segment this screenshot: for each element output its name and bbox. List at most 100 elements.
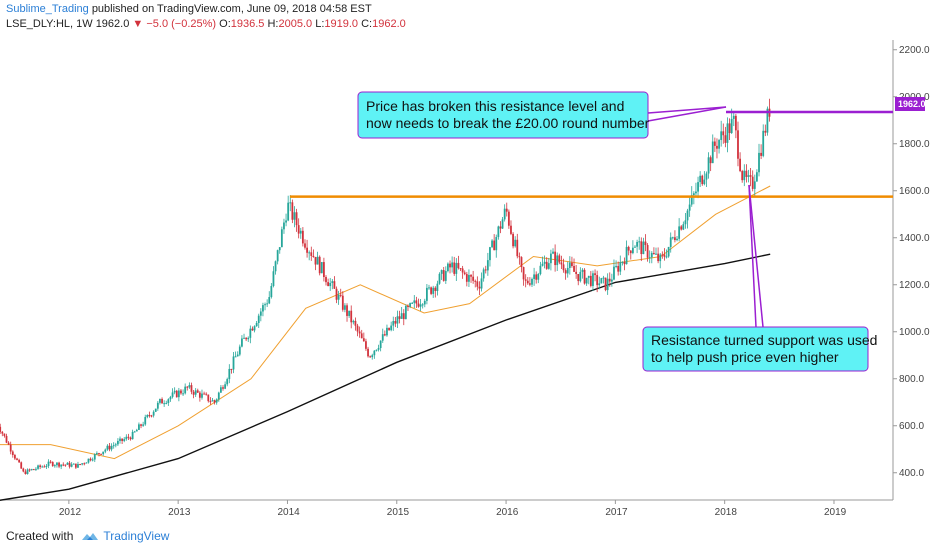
candle-body: [718, 140, 720, 149]
candle-body: [224, 384, 227, 389]
candle-body: [41, 466, 44, 468]
candle-body: [701, 175, 704, 185]
horizontal-levels[interactable]: [290, 110, 893, 198]
candle-body: [661, 254, 664, 256]
candle-body: [30, 469, 33, 471]
candle-body: [169, 396, 172, 400]
candle-body: [419, 304, 422, 307]
candle-body: [306, 247, 308, 253]
candle-body: [291, 202, 294, 220]
candle-body: [165, 402, 168, 404]
x-tick-label: 2014: [277, 507, 300, 518]
candle-body: [18, 459, 21, 463]
candle-body: [537, 273, 540, 280]
candle-body: [356, 325, 359, 332]
candle-body: [173, 390, 176, 393]
candle-body: [70, 464, 73, 467]
candle-body: [66, 462, 69, 465]
candle-body: [539, 265, 542, 274]
candle-body: [220, 387, 222, 393]
last-price-tag: 1962.0: [895, 97, 926, 111]
price-tag-text: 1962.0: [898, 99, 926, 109]
candle-body: [7, 442, 10, 445]
candle-body: [463, 272, 466, 275]
open-value: 1936.5: [230, 18, 265, 30]
candle-body: [543, 261, 546, 264]
candle-body: [749, 175, 752, 177]
candle-body: [491, 240, 493, 248]
candle-body: [91, 459, 94, 461]
candle-body: [60, 464, 63, 467]
open-label: O:: [219, 18, 231, 30]
candle-body: [428, 287, 430, 289]
candle-body: [573, 265, 575, 272]
candle-body: [528, 283, 531, 285]
candle-body: [680, 226, 683, 230]
candle-body: [541, 263, 544, 266]
callout-connector: [647, 106, 727, 114]
candle-body: [764, 130, 767, 133]
candle-body: [234, 356, 237, 358]
chart-header-line2: LSE_DLY:HL, 1W 1962.0 ▼ −5.0 (−0.25%) O:…: [6, 18, 406, 30]
candle-body: [100, 453, 102, 455]
callout-support[interactable]: Resistance turned support was used to he…: [642, 184, 877, 372]
candle-body: [518, 256, 521, 258]
x-tick-label: 2017: [605, 507, 628, 518]
candle-body: [396, 316, 399, 324]
candle-body: [495, 237, 498, 251]
candle-body: [762, 130, 765, 156]
candle-body: [251, 328, 254, 331]
candle-body: [293, 212, 296, 220]
candle-body: [53, 465, 56, 467]
candle-body: [568, 262, 571, 268]
callout-text-line: to help push price even higher: [651, 349, 839, 365]
candle-body: [274, 261, 277, 272]
candle-body: [674, 237, 676, 241]
candle-body: [188, 385, 191, 388]
y-tick-label: 2200.0: [899, 45, 930, 56]
tradingview-logo-icon[interactable]: [81, 530, 99, 542]
candle-body: [312, 255, 315, 257]
candle-body: [114, 444, 117, 446]
candle-body: [77, 464, 79, 468]
candle-body: [640, 241, 643, 255]
candle-body: [547, 263, 550, 269]
candle-body: [713, 141, 716, 146]
candle-body: [138, 424, 140, 430]
ma50-line: [0, 185, 771, 460]
candle-body: [159, 398, 161, 403]
candle-body: [571, 262, 573, 266]
callout-resistance[interactable]: Price has broken this resistance level a…: [357, 91, 727, 139]
candle-body: [1, 431, 4, 434]
candle-body: [3, 433, 6, 436]
candle-body: [140, 424, 142, 426]
tradingview-brand[interactable]: TradingView: [103, 529, 170, 543]
candle-body: [226, 379, 229, 385]
candle-body: [102, 451, 105, 455]
candle-body: [230, 368, 233, 370]
candle-body: [629, 250, 632, 254]
candle-body: [756, 172, 758, 182]
close-value: 1962.0: [372, 18, 406, 30]
candle-body: [375, 349, 378, 351]
candle-body: [215, 399, 218, 403]
candle-body: [766, 108, 769, 133]
candle-body: [304, 243, 306, 248]
y-tick-label: 1400.0: [899, 233, 930, 244]
candle-body: [14, 455, 16, 459]
last-price: 1962.0: [95, 18, 130, 30]
price-chart[interactable]: 400.0 600.0 800.0 1000.0 1200.0 1400.0 1600.0 1…: [0, 0, 932, 520]
candle-body: [562, 264, 565, 271]
candle-body: [392, 321, 395, 326]
candle-body: [89, 458, 92, 461]
candle-body: [621, 261, 624, 263]
candle-body: [449, 263, 451, 268]
candle-body: [636, 241, 638, 247]
candle-body: [634, 246, 636, 248]
candle-body: [409, 303, 411, 307]
candle-body: [653, 252, 655, 254]
author-link[interactable]: Sublime_Trading: [6, 3, 89, 15]
candle-body: [58, 462, 60, 467]
candle-body: [365, 341, 367, 349]
candle-body: [699, 175, 702, 183]
